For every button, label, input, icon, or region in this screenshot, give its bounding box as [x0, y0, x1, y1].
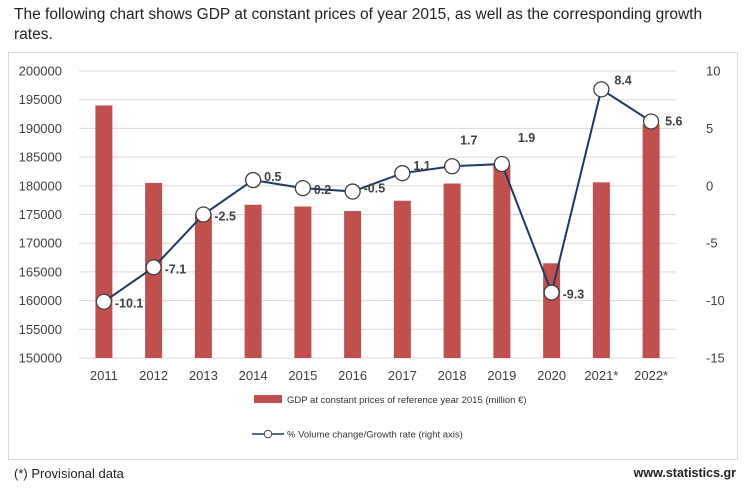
y-left-tick-label: 155000 [19, 322, 62, 337]
x-tick-label: 2015 [288, 368, 317, 383]
legend-bar-swatch [254, 395, 282, 403]
legend-line-label: % Volume change/Growth rate (right axis) [287, 430, 463, 441]
chart-panel: 150000 155000 160000 165000 170000 175000 1800… [8, 52, 738, 460]
x-tick-label: 2019 [487, 368, 516, 383]
gdp-bar [393, 200, 411, 358]
gdp-bar [642, 124, 660, 358]
y-left-tick-label: 160000 [19, 293, 62, 308]
y-left-tick-label: 175000 [19, 207, 62, 222]
x-tick-label: 2011 [90, 368, 118, 383]
growth-rate-point [195, 206, 212, 223]
legend-line-marker [263, 429, 273, 439]
provisional-note: (*) Provisional data [14, 466, 124, 481]
gdp-growth-chart: 150000 155000 160000 165000 170000 175000 1800… [19, 64, 725, 441]
x-tick-label: 2012 [139, 368, 168, 383]
growth-rate-label: -0.5 [364, 182, 386, 196]
growth-rate-line [103, 87, 652, 303]
growth-rate-point [493, 155, 511, 173]
growth-rate-label: 1.9 [518, 131, 535, 145]
growth-rate-point [394, 165, 411, 182]
y-left-tick-label: 200000 [19, 64, 62, 79]
x-tick-label: 2014 [239, 368, 268, 383]
legend-bar-label: GDP at constant prices of reference year… [287, 395, 527, 406]
y-right-tick-label: 0 [706, 178, 713, 193]
growth-rate-label: -10.1 [115, 297, 144, 311]
gdp-bar [344, 211, 362, 358]
growth-rate-label: 5.6 [665, 115, 682, 129]
y-left-tick-label: 190000 [19, 121, 62, 136]
growth-rate-point [294, 179, 312, 197]
growth-rate-point [543, 284, 560, 301]
x-tick-label: 2022* [634, 368, 668, 383]
growth-rate-label: -2.5 [214, 210, 236, 224]
growth-rate-point [95, 293, 113, 310]
x-tick-label: 2018 [438, 368, 467, 383]
x-tick-label: 2020 [537, 368, 566, 383]
x-tick-label: 2013 [189, 368, 218, 383]
y-left-tick-label: 185000 [19, 150, 62, 165]
y-right-tick-label: -5 [706, 236, 718, 251]
x-tick-label: 2021* [584, 368, 618, 383]
x-tick-label: 2017 [388, 368, 417, 383]
growth-rate-point [642, 113, 660, 130]
gdp-bar [244, 204, 262, 358]
source-link[interactable]: www.statistics.gr [633, 466, 736, 480]
growth-rate-point [145, 259, 162, 276]
gdp-bar [95, 105, 113, 358]
y-right-tick-label: -10 [706, 293, 725, 308]
gdp-bar [194, 214, 212, 358]
growth-rate-label: 0.2 [314, 183, 331, 197]
growth-rate-point [593, 81, 610, 98]
y-left-tick-label: 150000 [19, 351, 62, 366]
growth-rate-point [443, 158, 461, 175]
gdp-bar [592, 182, 610, 358]
gdp-bar [294, 206, 312, 358]
growth-rate-point [344, 183, 361, 200]
growth-rate-label: 1.1 [413, 159, 430, 173]
y-left-tick-label: 165000 [19, 264, 62, 279]
y-right-tick-label: -15 [706, 351, 725, 366]
y-left-tick-label: 195000 [19, 92, 62, 107]
y-left-tick-label: 170000 [19, 236, 62, 251]
growth-rate-label: 8.4 [614, 73, 631, 87]
growth-rate-label: -9.3 [563, 288, 585, 302]
gdp-bar [493, 165, 511, 358]
y-right-tick-label: 5 [706, 121, 713, 136]
growth-rate-point [244, 171, 262, 189]
y-right-tick-label: 10 [706, 64, 720, 79]
growth-rate-label: -7.1 [165, 262, 187, 276]
y-left-tick-label: 180000 [19, 178, 62, 193]
growth-rate-label: 0.5 [264, 170, 281, 184]
x-tick-label: 2016 [338, 368, 367, 383]
growth-rate-label: 1.7 [460, 133, 477, 147]
gdp-bar [443, 183, 461, 358]
chart-heading: The following chart shows GDP at constan… [14, 6, 703, 43]
